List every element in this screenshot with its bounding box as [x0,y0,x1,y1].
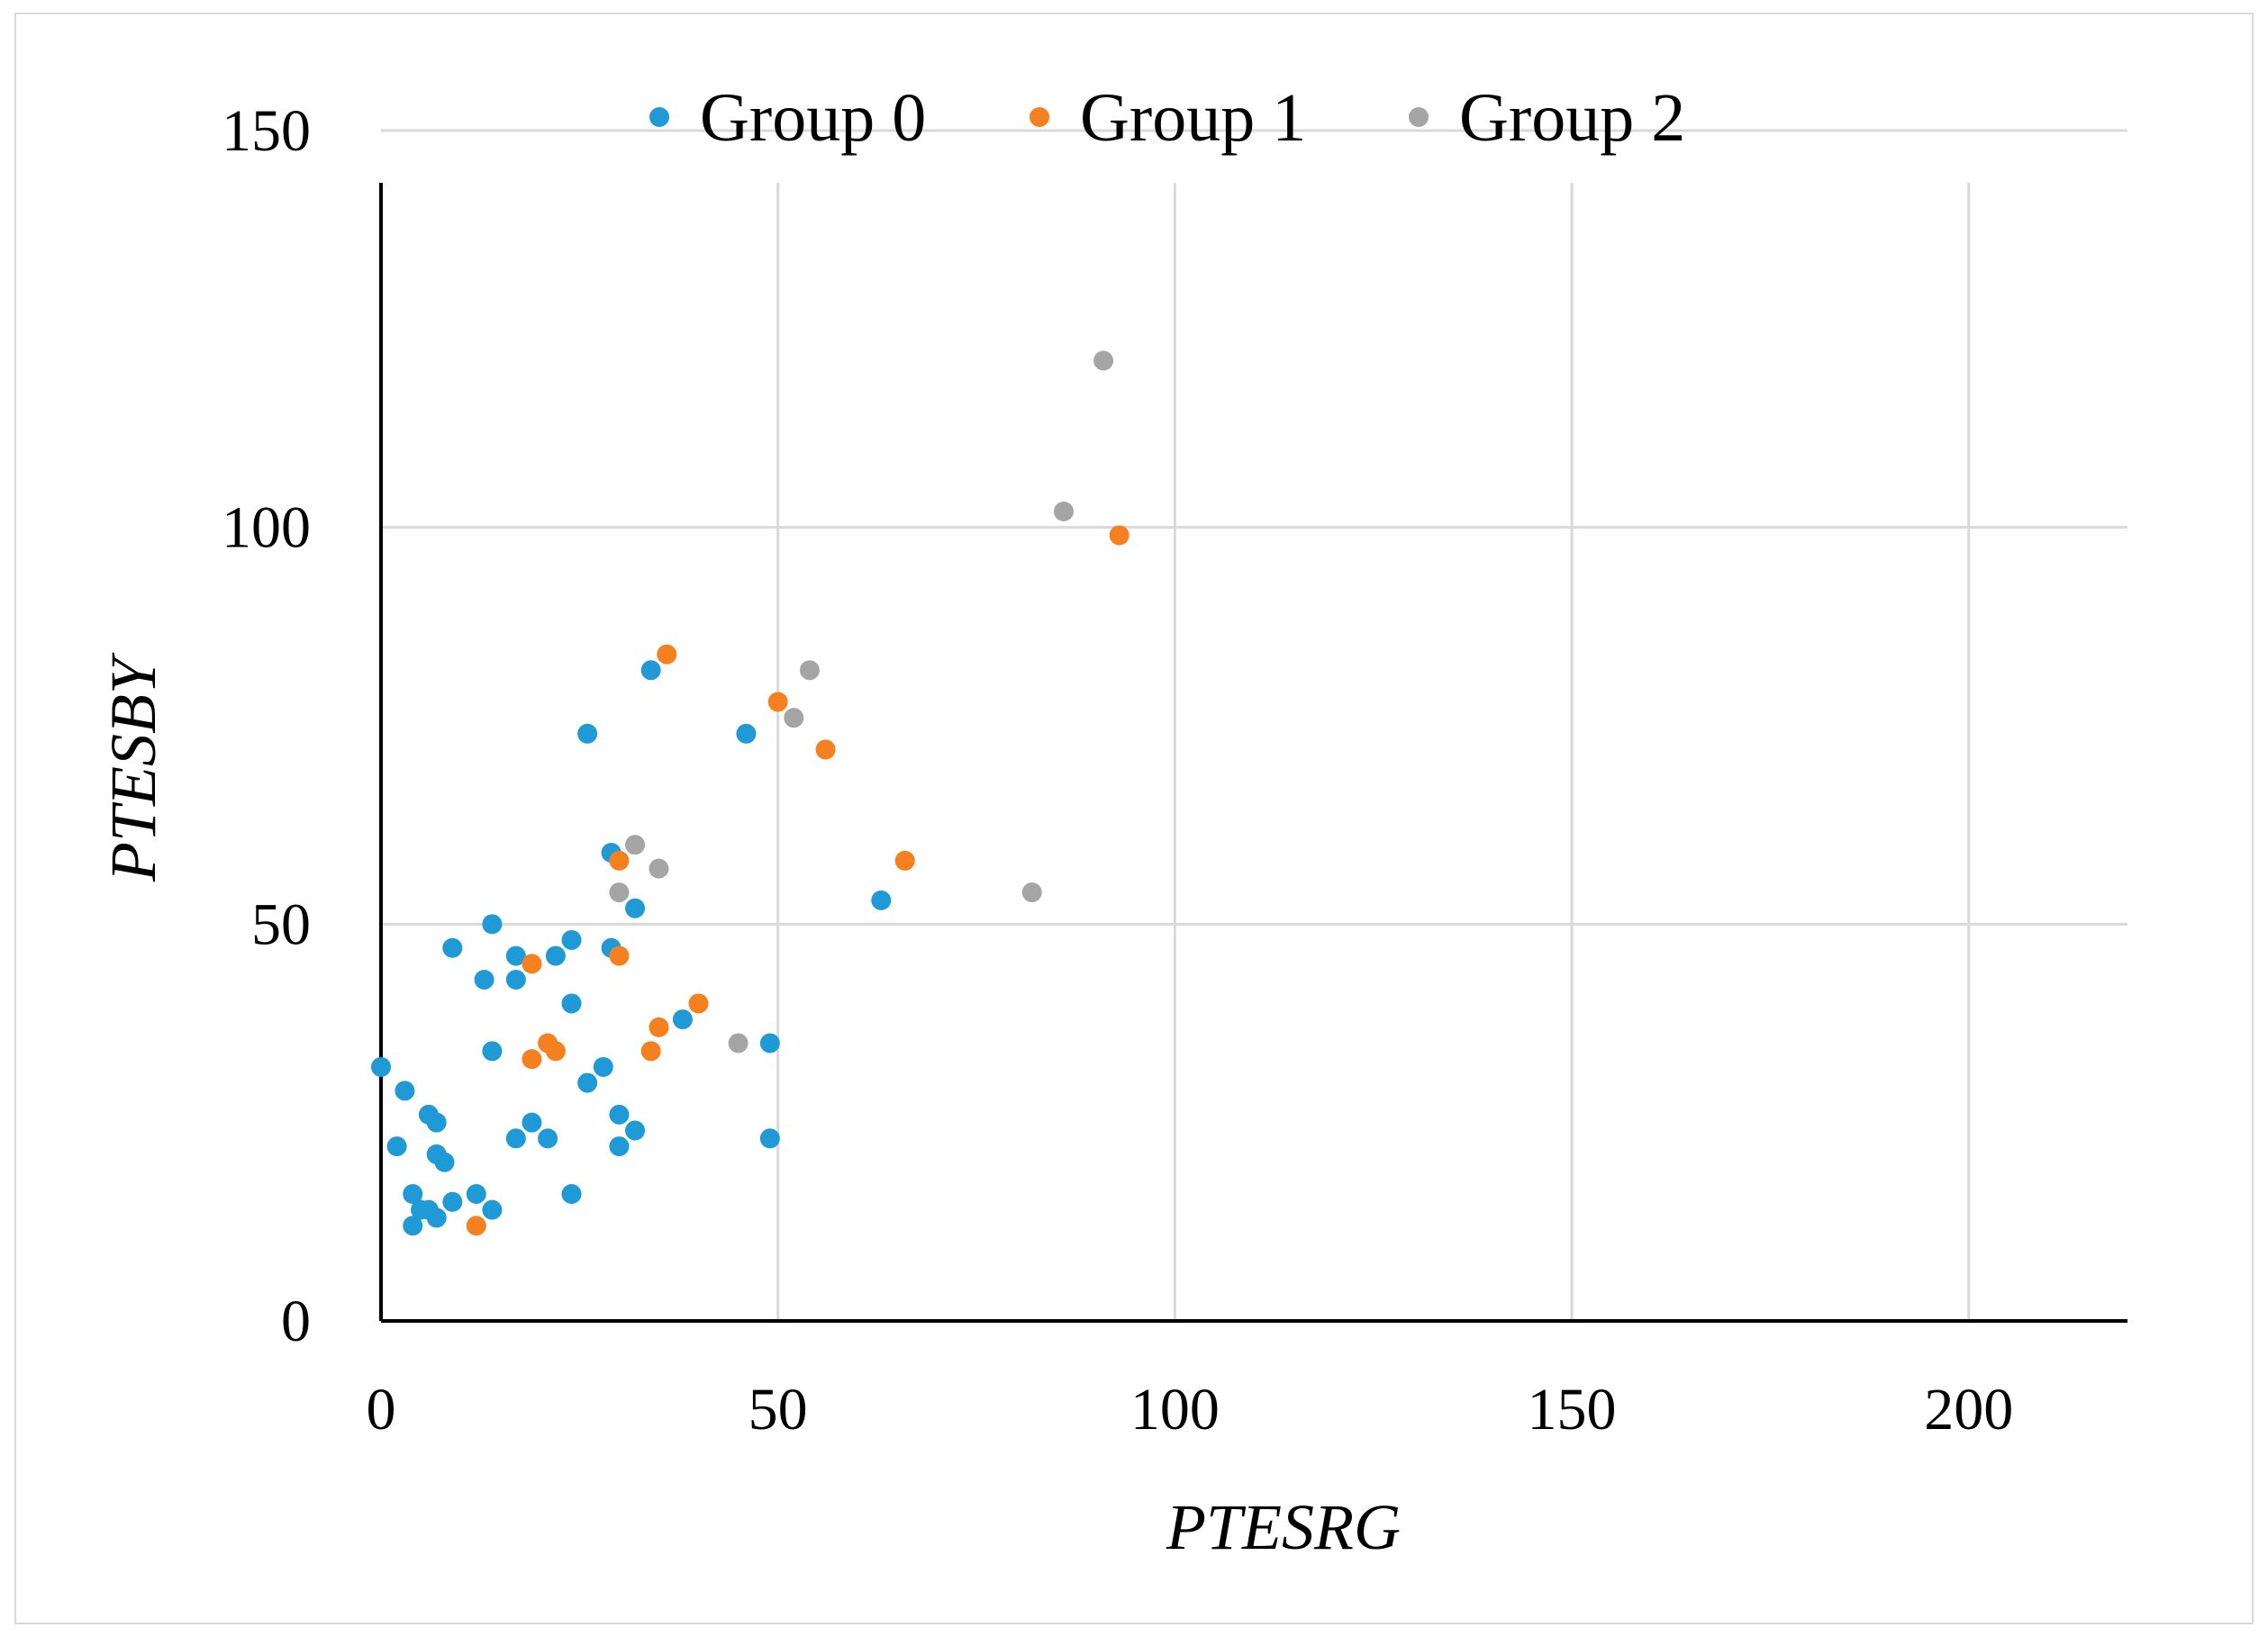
data-point [466,1183,486,1204]
data-point [577,723,598,744]
x-tick-label-150: 150 [1528,1377,1617,1443]
data-point [403,1216,423,1236]
chart-frame [14,13,2254,1624]
data-point [688,993,709,1014]
y-tick-label-50: 50 [251,891,311,957]
data-point [625,835,646,855]
data-point [767,692,788,712]
legend: Group 0 Group 1 Group 2 [649,80,1685,156]
tick-labels: 050100150200050100150200 [222,98,2013,1443]
data-point [561,929,582,950]
data-point [759,1033,780,1054]
y-axis-title: PTESBY [97,652,169,882]
data-point [640,1041,661,1062]
y-tick-label-100: 100 [222,495,311,561]
data-point [799,660,820,681]
data-point [1053,502,1074,522]
data-point [736,723,757,744]
data-point [1109,525,1129,546]
legend-item-0: Group 0 [649,80,926,156]
x-tick-label-200: 200 [1924,1377,2013,1443]
data-point [386,1136,407,1157]
x-axis-title: PTESRG [1166,1491,1401,1563]
y-tick-label-0: 0 [281,1289,311,1354]
data-point [522,1112,542,1133]
data-point [649,858,669,879]
data-point [442,937,463,958]
x-tick-label-100: 100 [1130,1377,1220,1443]
data-point [505,1128,526,1149]
legend-label: Group 2 [1459,80,1685,156]
legend-item-1: Group 1 [1030,80,1306,156]
data-point [609,882,630,903]
data-point [505,945,526,966]
axes [379,183,2127,1323]
data-point [466,1216,486,1236]
data-point [657,644,677,665]
data-point [815,739,836,760]
data-points [371,350,1129,1236]
data-point [522,1049,542,1070]
data-point [871,890,892,910]
data-point [577,1072,598,1093]
data-point [759,1128,780,1149]
legend-marker [1409,107,1429,127]
data-point [649,1017,669,1037]
data-point [545,1041,566,1062]
data-point [609,850,630,871]
data-point [609,1136,630,1157]
data-point [505,970,526,990]
legend-label: Group 1 [1080,80,1306,156]
grid-lines [381,129,2127,1321]
legend-marker [649,107,669,127]
legend-label: Group 0 [700,80,926,156]
data-point [561,993,582,1014]
data-point [728,1033,748,1054]
data-point [371,1056,391,1077]
data-point [609,1104,630,1125]
data-point [434,1152,455,1172]
data-point [482,1041,503,1062]
series-group-0 [371,660,892,1236]
data-point [640,660,661,681]
y-tick-label-150: 150 [222,98,311,164]
series-group-2 [609,350,1114,1054]
x-tick-label-0: 0 [367,1377,396,1443]
data-point [609,945,630,966]
data-point [561,1183,582,1204]
legend-marker [1030,107,1049,127]
x-tick-label-50: 50 [748,1377,808,1443]
data-point [426,1207,447,1228]
data-point [1021,882,1042,903]
data-point [482,1199,503,1220]
data-point [403,1183,423,1204]
data-point [784,708,804,728]
data-point [625,1120,646,1141]
data-point [395,1081,415,1101]
data-point [545,945,566,966]
data-point [474,970,494,990]
data-point [442,1191,463,1212]
legend-item-2: Group 2 [1409,80,1685,156]
data-point [538,1128,558,1149]
data-point [482,914,503,935]
data-point [672,1009,693,1030]
data-point [1093,350,1114,371]
data-point [894,850,915,871]
data-point [625,898,646,918]
data-point [593,1056,613,1077]
data-point [426,1112,447,1133]
series-group-1 [466,525,1129,1236]
data-point [522,954,542,974]
